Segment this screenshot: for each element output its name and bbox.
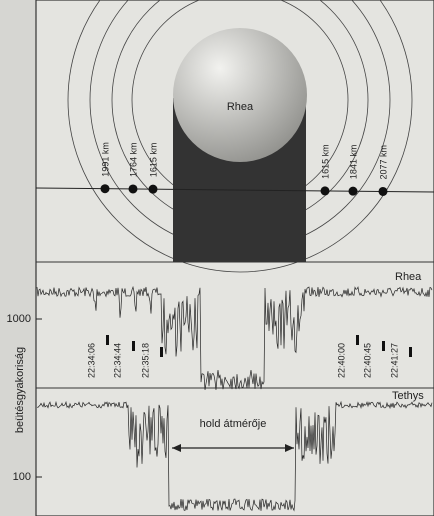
marker [378, 186, 388, 196]
distance-label: 2077 km [378, 145, 388, 180]
marker [320, 186, 330, 196]
marker [128, 184, 138, 194]
y-axis-label: beütésgyakoriság [14, 347, 26, 433]
time-tick [106, 335, 109, 345]
distance-label: 1764 km [128, 142, 138, 177]
signal [36, 400, 433, 512]
signal [36, 285, 433, 390]
moon [173, 28, 307, 162]
distance-label: 1991 km [100, 142, 110, 177]
panel-label: Rhea [395, 271, 422, 283]
time-label: 22:40:45 [362, 343, 372, 378]
time-tick [160, 347, 163, 357]
time-label: 22:40:00 [336, 343, 346, 378]
time-tick [382, 341, 385, 351]
time-label: 22:41:27 [389, 343, 399, 378]
time-tick [409, 347, 412, 357]
time-label: 22:34:44 [112, 343, 122, 378]
time-label: 22:34:06 [86, 343, 96, 378]
y-tick-label: 100 [13, 471, 31, 483]
marker [348, 186, 358, 196]
distance-label: 1615 km [148, 143, 158, 178]
annotation-bg [186, 415, 282, 433]
time-tick [132, 341, 135, 351]
panel-label: Tethys [392, 390, 424, 402]
annotation: hold átmérője [200, 418, 267, 430]
moon-label: Rhea [227, 101, 254, 113]
distance-label: 1841 km [348, 145, 358, 180]
y-tick-label: 1000 [7, 313, 31, 325]
marker [148, 184, 158, 194]
time-label: 22:35:18 [140, 343, 150, 378]
distance-label: 1615 km [320, 144, 330, 179]
time-tick [356, 335, 359, 345]
marker [100, 184, 110, 194]
